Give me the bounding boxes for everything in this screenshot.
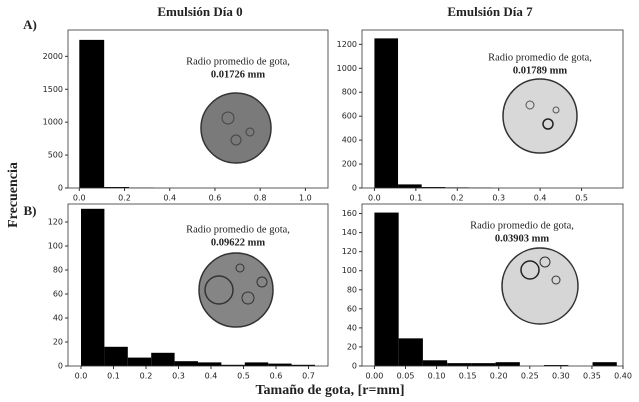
bar: [423, 360, 447, 366]
bar: [198, 362, 221, 366]
y-tick-label: 120: [48, 218, 63, 227]
y-tick-label: 140: [342, 228, 357, 237]
x-tick-label: 0.35: [583, 372, 601, 381]
bar: [447, 363, 471, 366]
bar: [151, 353, 174, 366]
bar: [471, 363, 495, 366]
x-tick-label: 0.40: [614, 372, 632, 381]
y-tick-label: 100: [48, 242, 63, 251]
y-tick-label: 800: [342, 88, 357, 97]
y-tick-label: 1200: [337, 40, 357, 49]
axes-frame: [68, 30, 328, 188]
x-tick-label: 0.2: [451, 194, 464, 203]
bar: [245, 362, 268, 366]
column-title: Emulsión Día 0: [157, 4, 242, 19]
x-tick-label: 0.00: [366, 372, 384, 381]
annotation: Radio promedio de gota,: [186, 224, 290, 235]
annotation: 0.01789 mm: [513, 65, 567, 76]
x-tick-label: 0.05: [397, 372, 415, 381]
y-tick-label: 1500: [43, 85, 63, 94]
annotation: Radio promedio de gota,: [470, 220, 574, 231]
x-tick-label: 0.30: [552, 372, 570, 381]
y-tick-label: 0: [58, 184, 63, 193]
y-tick-label: 60: [53, 290, 63, 299]
y-tick-label: 40: [53, 314, 63, 323]
bar: [128, 358, 151, 366]
x-tick-label: 0.15: [459, 372, 477, 381]
x-tick-label: 0.0: [75, 372, 88, 381]
y-tick-label: 0: [352, 362, 357, 371]
figure: Emulsión Día 0 Emulsión Día 7 A) B) Frec…: [0, 0, 639, 402]
annotation: 0.03903 mm: [495, 233, 549, 244]
y-tick-label: 100: [342, 266, 357, 275]
bar: [593, 362, 617, 366]
bar: [175, 361, 198, 366]
bar: [374, 38, 398, 188]
x-tick-label: 0.10: [428, 372, 446, 381]
x-tick-label: 0.20: [490, 372, 508, 381]
y-tick-label: 80: [53, 266, 63, 275]
y-tick-label: 400: [342, 136, 357, 145]
y-tick-label: 40: [347, 323, 357, 332]
x-tick-label: 0.1: [409, 194, 422, 203]
x-tick-label: 0.5: [237, 372, 250, 381]
y-tick-label: 200: [342, 160, 357, 169]
annotation: Radio promedio de gota,: [488, 52, 592, 63]
annotation: 0.01726 mm: [211, 69, 265, 80]
y-tick-label: 0: [58, 362, 63, 371]
x-tick-label: 0.6: [209, 194, 222, 203]
y-tick-label: 120: [342, 247, 357, 256]
y-tick-label: 20: [53, 338, 63, 347]
y-tick-label: 1000: [43, 118, 63, 127]
x-tick-label: 0.4: [205, 372, 218, 381]
x-tick-label: 0.1: [107, 372, 120, 381]
y-tick-label: 0: [352, 184, 357, 193]
annotation: 0.09622 mm: [211, 237, 265, 248]
row-label: B): [24, 203, 37, 218]
y-tick-label: 1000: [337, 64, 357, 73]
x-tick-label: 0.25: [521, 372, 539, 381]
column-title: Emulsión Día 7: [447, 4, 533, 19]
x-tick-label: 0.3: [492, 194, 505, 203]
x-tick-label: 0.5: [575, 194, 588, 203]
x-tick-label: 0.2: [118, 194, 131, 203]
bar: [496, 362, 520, 366]
y-tick-label: 2000: [43, 52, 63, 61]
bar: [79, 40, 104, 188]
bar: [104, 347, 127, 366]
x-tick-label: 0.8: [254, 194, 267, 203]
bar: [81, 209, 104, 366]
x-tick-label: 1.0: [299, 194, 312, 203]
y-tick-label: 600: [342, 112, 357, 121]
y-tick-label: 60: [347, 304, 357, 313]
bar: [374, 213, 398, 366]
row-label: A): [23, 17, 37, 32]
page: Emulsión Día 0 Emulsión Día 7 A) B) Frec…: [0, 0, 639, 402]
y-tick-label: 80: [347, 285, 357, 294]
y-tick-label: 20: [347, 342, 357, 351]
x-tick-label: 0.7: [302, 372, 315, 381]
annotation: Radio promedio de gota,: [186, 56, 290, 67]
y-axis-label: Frecuencia: [6, 162, 21, 228]
x-tick-label: 0.3: [172, 372, 185, 381]
y-tick-label: 500: [48, 151, 63, 160]
x-tick-label: 0.0: [368, 194, 381, 203]
x-tick-label: 0.4: [534, 194, 547, 203]
bar: [398, 184, 422, 188]
x-tick-label: 0.4: [163, 194, 176, 203]
x-axis-label: Tamaño de gota, [r=mm]: [255, 383, 404, 398]
x-tick-label: 0.6: [270, 372, 283, 381]
x-tick-label: 0.0: [73, 194, 86, 203]
x-tick-label: 0.2: [140, 372, 153, 381]
bar: [399, 338, 423, 366]
y-tick-label: 160: [342, 209, 357, 218]
